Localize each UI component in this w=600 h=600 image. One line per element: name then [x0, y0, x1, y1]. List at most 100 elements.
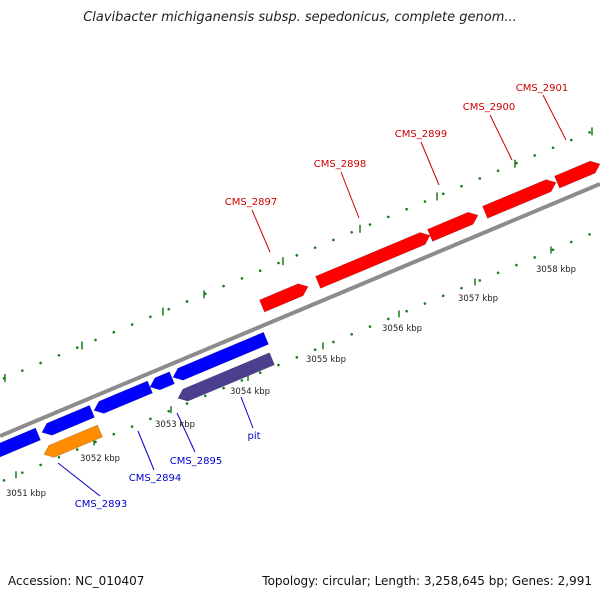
tick-dot	[295, 356, 299, 359]
tick-dot	[39, 463, 42, 467]
pit-gene[interactable]	[177, 352, 275, 402]
reverse-gene-1-leader	[57, 462, 101, 497]
tick-dot	[387, 215, 390, 219]
tick-dot	[185, 300, 189, 303]
tick-dot	[588, 233, 591, 236]
tick-dot	[185, 402, 189, 405]
genes-label: Genes:	[511, 574, 554, 588]
reverse-gene-2[interactable]	[41, 405, 95, 436]
tick-dot	[222, 284, 225, 288]
tick-dot	[387, 317, 390, 321]
tick-dot	[441, 192, 445, 196]
tick-dot	[295, 254, 299, 257]
tick-label: 3051 kbp	[6, 489, 46, 499]
forward-gene-4[interactable]	[482, 179, 557, 219]
tick-label: 3056 kbp	[382, 324, 422, 334]
reverse-gene-1[interactable]	[0, 427, 41, 458]
reverse-gene-4[interactable]	[149, 371, 175, 391]
genome-summary: Topology: circular; Length: 3,258,645 bp…	[262, 574, 592, 588]
tick-dot	[551, 248, 555, 252]
separator: ;	[366, 574, 371, 588]
tick-label: 3058 kbp	[536, 265, 576, 275]
reverse-gene-3-leader	[176, 412, 196, 453]
tick-dot	[496, 169, 500, 173]
tick-dot	[460, 184, 463, 188]
reverse-gene-2-label: CMS_2894	[129, 473, 181, 484]
reverse-gene-4-label: pit	[247, 431, 260, 442]
forward-gene-1-label: CMS_2897	[225, 197, 277, 208]
tick-dot	[570, 240, 573, 244]
tick-dot	[551, 146, 555, 150]
tick-dot	[441, 294, 445, 298]
reverse-gene-4-leader	[240, 396, 254, 429]
separator: ;	[503, 574, 509, 588]
forward-gene-4-label: CMS_2900	[463, 102, 515, 113]
tick-dot	[423, 302, 427, 305]
accession-label: Accession:	[8, 574, 72, 588]
tick-dot	[130, 425, 134, 428]
tick-dot	[112, 330, 116, 334]
length-label: Length:	[374, 574, 421, 588]
tick-dot	[277, 261, 280, 265]
forward-gene-1-leader	[251, 209, 271, 253]
tick-dot	[21, 369, 24, 372]
rna-gene[interactable]	[43, 424, 103, 458]
tick-dot	[313, 246, 317, 249]
tick-label: 3055 kbp	[306, 355, 346, 365]
tick-dot	[570, 138, 573, 142]
tick-dot	[533, 154, 536, 157]
tick-dot	[149, 315, 152, 319]
tick-dot	[130, 323, 134, 326]
reverse-gene-1-label: CMS_2893	[75, 499, 127, 510]
tick-label: 3053 kbp	[155, 420, 195, 430]
backbone-layer	[0, 182, 600, 438]
tick-labels-layer: 3051 kbp 3052 kbp 3053 kbp 3054 kbp 3055 kbp…	[6, 265, 576, 499]
tick-dot	[94, 338, 97, 342]
tick-dot	[515, 263, 518, 267]
forward-gene-2[interactable]	[315, 232, 431, 289]
tick-dot	[277, 363, 280, 367]
tick-dot	[332, 238, 335, 242]
tick-dot	[57, 353, 61, 357]
callouts-layer: CMS_2897 CMS_2898 CMS_2899 CMS_2900CMS_2901…	[57, 83, 568, 510]
tick-dot	[75, 346, 79, 349]
tick-dot	[405, 309, 408, 313]
tick-dot	[478, 177, 482, 180]
tick-dot	[533, 256, 536, 259]
topology-value: circular	[322, 574, 367, 588]
tick-dot	[368, 223, 372, 226]
forward-gene-3-leader	[420, 141, 440, 186]
genes-value: 2,991	[557, 574, 592, 588]
forward-gene-5[interactable]	[554, 160, 600, 189]
tick-label: 3054 kbp	[230, 387, 270, 397]
tick-dot	[94, 440, 97, 444]
tick-dot	[167, 307, 170, 311]
forward-gene-1[interactable]	[259, 283, 309, 313]
tick-dot	[460, 286, 463, 290]
forward-gene-5-label: CMS_2901	[516, 83, 568, 94]
reverse-gene-3-label: CMS_2895	[170, 456, 222, 467]
tick-dot	[368, 325, 372, 328]
tick-dot	[167, 409, 170, 413]
tick-dot	[423, 200, 427, 203]
length-value: 3,258,645 bp	[423, 574, 504, 588]
tick-label: 3052 kbp	[80, 454, 120, 464]
tick-dot	[240, 379, 244, 382]
tick-dot	[588, 131, 591, 134]
tick-dot	[2, 479, 6, 482]
forward-gene-3[interactable]	[427, 211, 479, 242]
reverse-gene-2-leader	[137, 430, 155, 471]
tick-dot	[258, 371, 262, 375]
tick-dot	[21, 471, 24, 474]
upper-tick-rail	[2, 131, 591, 380]
accession-info: Accession: NC_010407	[8, 574, 144, 588]
tick-dot	[112, 432, 116, 436]
tick-dot	[258, 269, 262, 273]
page-title: Clavibacter michiganensis subsp. sepedon…	[83, 10, 517, 25]
lower-tick-rail	[2, 233, 591, 482]
reverse-gene-5[interactable]	[172, 331, 269, 381]
genome-backbone	[0, 182, 600, 438]
forward-gene-2-leader	[340, 171, 360, 219]
